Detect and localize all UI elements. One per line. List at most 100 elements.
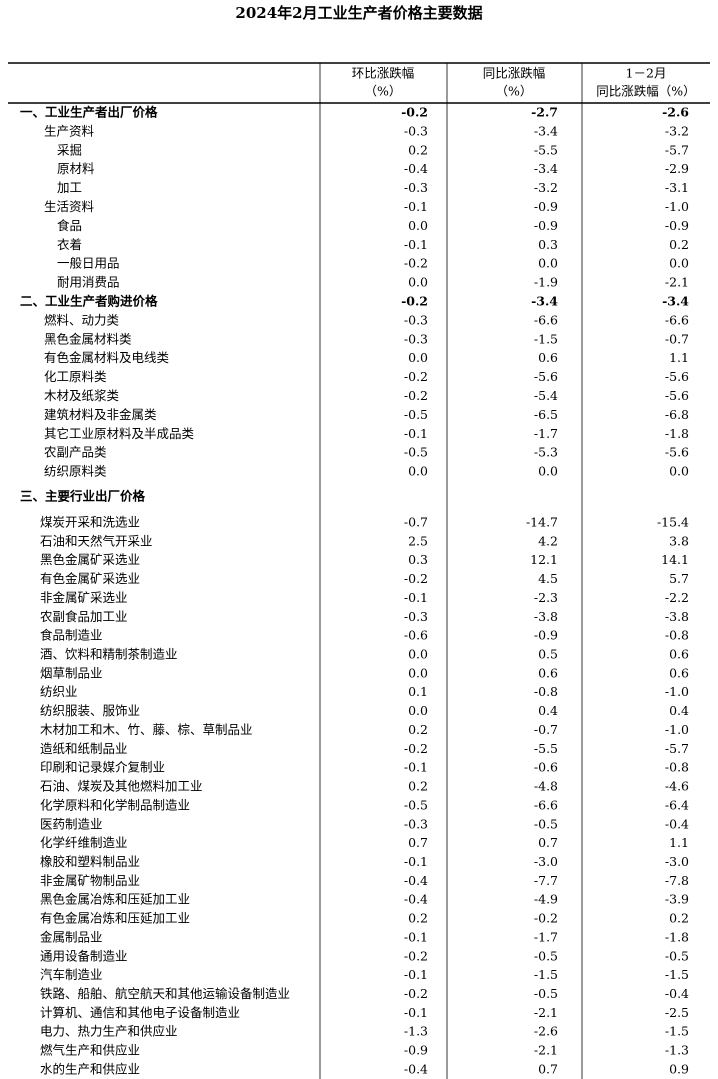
cell-value: -1.5 [665,1024,689,1039]
cell-value: -3.8 [665,609,689,624]
cell-value: -3.1 [665,180,689,195]
cell-value: -0.2 [404,948,428,963]
row-label: 烟草制品业 [40,665,103,680]
cell-value: 0.6 [669,665,689,680]
cell-value: -5.6 [665,369,689,384]
cell-value: -0.8 [665,628,689,643]
cell-value: -5.5 [534,741,558,756]
cell-value: -5.7 [665,741,689,756]
row-label: 通用设备制造业 [40,948,128,963]
cell-value: -0.2 [404,986,428,1001]
cell-value: -0.2 [404,571,428,586]
cell-value: -0.2 [401,294,428,309]
cell-value: -0.9 [534,218,558,233]
cell-value: -6.6 [534,797,558,812]
row-label: 二、工业生产者购进价格 [20,294,158,309]
row-label: 建筑材料及非金属类 [44,407,157,422]
cell-value: -2.6 [662,105,689,120]
cell-value: -2.5 [665,1005,689,1020]
column-header: 同比涨跌幅 [483,66,546,81]
cell-value: -1.0 [665,722,689,737]
cell-value: 0.0 [408,665,428,680]
cell-value: -0.9 [404,1043,428,1058]
cell-value: -0.3 [404,816,428,831]
cell-value: -0.7 [534,722,558,737]
cell-value: 0.6 [669,647,689,662]
cell-value: -2.1 [534,1043,558,1058]
cell-value: 0.2 [408,142,428,157]
cell-value: -6.6 [665,312,689,327]
cell-value: -0.3 [404,609,428,624]
cell-value: -3.2 [534,180,558,195]
row-label: 加工 [57,180,82,195]
cell-value: -6.6 [534,312,558,327]
cell-value: -3.4 [531,294,558,309]
cell-value: 0.6 [538,665,558,680]
cell-value: 12.1 [530,552,558,567]
cell-value: -2.1 [665,275,689,290]
cell-value: -7.7 [534,873,558,888]
cell-value: 0.3 [538,237,558,252]
cell-value: -0.5 [404,445,428,460]
cell-value: 0.2 [408,722,428,737]
row-label: 非金属矿物制品业 [40,873,140,888]
row-label: 有色金属冶炼和压延加工业 [40,911,190,926]
row-label: 电力、热力生产和供应业 [40,1024,178,1039]
cell-value: -0.4 [404,161,428,176]
cell-value: -1.0 [665,684,689,699]
row-label: 农副食品加工业 [40,609,128,624]
cell-value: -1.7 [534,929,558,944]
cell-value: 0.6 [538,350,558,365]
row-label: 食品 [57,218,82,233]
row-label: 汽车制造业 [40,967,103,982]
cell-value: -1.5 [534,967,558,982]
row-label: 化学纤维制造业 [40,835,128,850]
cell-value: -1.8 [665,929,689,944]
row-label: 石油、煤炭及其他燃料加工业 [40,779,203,794]
cell-value: 5.7 [669,571,689,586]
row-label: 生活资料 [44,199,95,214]
cell-value: -0.4 [665,816,689,831]
cell-value: -1.3 [404,1024,428,1039]
row-label: 造纸和纸制品业 [40,741,128,756]
row-label: 纺织服装、服饰业 [40,703,140,718]
cell-value: -0.2 [404,369,428,384]
cell-value: -3.4 [662,294,689,309]
cell-value: 0.9 [669,1061,689,1076]
row-label: 黑色金属矿采选业 [40,552,140,567]
cell-value: -1.9 [534,275,558,290]
cell-value: 0.4 [538,703,558,718]
cell-value: -0.6 [534,760,558,775]
row-label: 三、主要行业出厂价格 [20,489,146,504]
row-label: 食品制造业 [40,628,103,643]
cell-value: 1.1 [669,835,689,850]
cell-value: -0.5 [534,948,558,963]
cell-value: -2.9 [665,161,689,176]
cell-value: -0.7 [404,515,428,530]
row-label: 酒、饮料和精制茶制造业 [40,647,178,662]
row-label: 印刷和记录媒介复制业 [40,760,165,775]
cell-value: -0.1 [404,854,428,869]
row-label: 生产资料 [44,123,95,138]
row-label: 燃料、动力类 [44,312,120,327]
cell-value: -4.9 [534,892,558,907]
row-label: 纺织业 [40,684,78,699]
cell-value: -0.5 [665,948,689,963]
cell-value: -6.5 [534,407,558,422]
cell-value: -0.1 [404,590,428,605]
row-label: 黑色金属材料类 [44,331,132,346]
cell-value: -0.1 [404,760,428,775]
cell-value: 0.5 [538,647,558,662]
cell-value: -1.8 [665,426,689,441]
cell-value: -0.5 [404,797,428,812]
cell-value: 0.0 [408,275,428,290]
cell-value: -0.4 [404,892,428,907]
cell-value: -7.8 [665,873,689,888]
cell-value: -0.1 [404,929,428,944]
row-label: 纺织原料类 [44,464,107,479]
cell-value: 0.2 [408,911,428,926]
cell-value: -0.7 [665,331,689,346]
cell-value: -0.2 [401,105,428,120]
row-label: 有色金属矿采选业 [40,571,140,586]
